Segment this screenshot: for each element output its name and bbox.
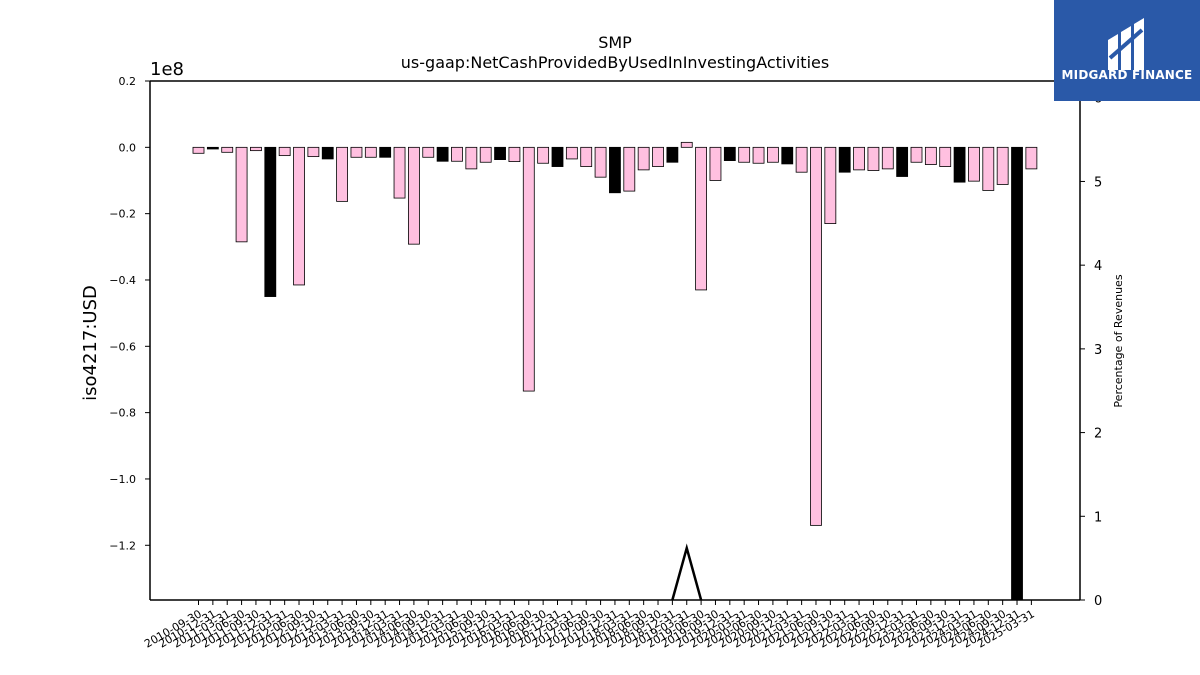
bar [709, 146, 722, 181]
midgard-logo-icon [1108, 18, 1144, 70]
bar [479, 146, 492, 163]
y2-tick-label: 5 [1094, 175, 1102, 190]
bar [910, 146, 923, 163]
bar [393, 146, 406, 199]
brand-logo: MIDGARD FINANCE [1054, 0, 1200, 101]
bar [407, 146, 420, 245]
bar [594, 146, 607, 178]
bar [666, 146, 679, 163]
bar [350, 146, 363, 158]
bar [451, 146, 463, 162]
chart-title: SMP [598, 33, 632, 52]
percentage-line [671, 543, 703, 601]
bar [293, 146, 305, 286]
bar [206, 146, 219, 150]
bar [307, 146, 320, 158]
bar [924, 146, 937, 165]
y-axis-label: iso4217:USD [80, 285, 101, 401]
y2-axis-label: Percentage of Revenues [1112, 274, 1125, 407]
y2-tick-label: 1 [1094, 510, 1102, 525]
bar [278, 146, 291, 157]
y2-tick-label: 4 [1094, 259, 1102, 274]
bar [508, 146, 521, 162]
bar [896, 146, 909, 177]
bar [537, 146, 550, 164]
bar [996, 146, 1009, 185]
bar [580, 146, 593, 167]
y-tick-label: −0.6 [109, 340, 136, 353]
bar [1011, 146, 1023, 601]
bar [379, 146, 392, 158]
bar [680, 141, 693, 148]
bar [336, 146, 349, 202]
percentage-series-group [671, 543, 703, 601]
bar [321, 146, 334, 160]
bar [867, 146, 880, 171]
bar [565, 146, 578, 160]
bar [795, 146, 808, 173]
bar [939, 146, 952, 167]
bar [192, 146, 205, 154]
bar [838, 146, 851, 173]
bar [824, 146, 837, 225]
bar [810, 146, 822, 526]
bar [264, 146, 277, 297]
brand-name: MIDGARD FINANCE [1061, 68, 1193, 82]
bar [637, 146, 650, 171]
bar [652, 146, 664, 167]
y-tick-label: −1.2 [109, 539, 136, 552]
bar [623, 146, 636, 192]
bar [781, 146, 794, 165]
bar [695, 146, 707, 291]
bar [723, 146, 736, 161]
bars-group [192, 141, 1038, 601]
bar [953, 146, 966, 183]
bar [235, 146, 248, 243]
bar [364, 146, 377, 158]
bar [465, 146, 478, 170]
y2-tick-label: 3 [1094, 343, 1102, 358]
bar [881, 146, 894, 170]
chart-subtitle: us-gaap:NetCashProvidedByUsedInInvesting… [401, 53, 829, 72]
y-tick-label: −0.2 [109, 208, 136, 221]
bar [853, 146, 865, 171]
bar [609, 146, 621, 194]
y-tick-label: −1.0 [109, 473, 136, 486]
bar [968, 146, 980, 182]
bar [738, 146, 751, 163]
bar [982, 146, 995, 191]
y2-tick-label: 2 [1094, 427, 1102, 442]
y-multiplier-label: 1e8 [150, 59, 184, 80]
y-tick-label: −0.4 [109, 274, 136, 287]
bar [494, 146, 506, 160]
bar [752, 146, 765, 164]
bar [1025, 146, 1038, 170]
bar [422, 146, 435, 158]
bar [221, 146, 234, 153]
bar [250, 146, 262, 152]
bar [551, 146, 564, 167]
axes-group: −1.2−1.0−0.8−0.6−0.4−0.20.00.20123456201… [109, 75, 1102, 651]
y-tick-label: 0.2 [119, 75, 137, 88]
bar [522, 146, 535, 392]
bar [767, 146, 779, 163]
y2-tick-label: 0 [1094, 594, 1102, 609]
y-tick-label: 0.0 [119, 141, 137, 154]
bar [436, 146, 449, 162]
y-tick-label: −0.8 [109, 407, 136, 420]
